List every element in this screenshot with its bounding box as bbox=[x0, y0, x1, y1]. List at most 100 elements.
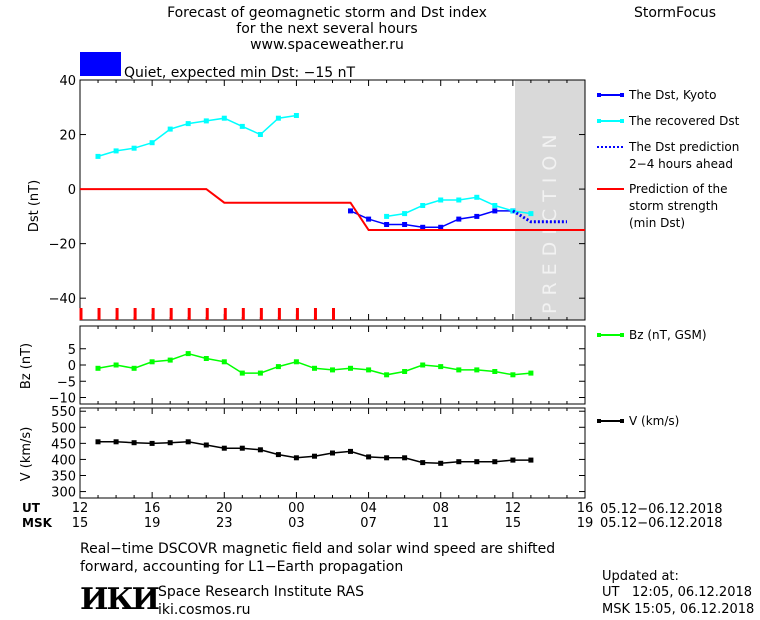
ut-tick-label: 00 bbox=[288, 501, 305, 516]
msk-tick-label: 03 bbox=[288, 516, 305, 531]
data-point bbox=[420, 460, 426, 466]
chart-title-line2: for the next several hours bbox=[236, 21, 417, 37]
data-point bbox=[221, 359, 227, 365]
chart-url: www.spaceweather.ru bbox=[250, 37, 404, 53]
legend-storm-strength: Prediction of the storm strength (min Ds… bbox=[597, 182, 728, 230]
data-point bbox=[330, 367, 335, 373]
ut-axis-label: UT bbox=[22, 501, 41, 515]
data-point bbox=[275, 452, 281, 458]
ut-date-range: 05.12−06.12.2018 bbox=[600, 502, 723, 517]
y-tick-label: 40 bbox=[59, 74, 76, 89]
dst-axis-label: Dst (nT) bbox=[27, 180, 42, 232]
updated-label: Updated at: bbox=[602, 569, 679, 584]
data-point bbox=[474, 194, 480, 200]
data-point bbox=[438, 460, 444, 466]
data-point bbox=[257, 370, 263, 376]
data-point bbox=[528, 211, 534, 217]
data-point bbox=[293, 359, 299, 365]
series-line bbox=[97, 352, 531, 376]
legend-recovered-label: The recovered Dst bbox=[628, 114, 740, 128]
data-point bbox=[348, 365, 353, 371]
series-line bbox=[80, 188, 585, 231]
data-point bbox=[185, 351, 191, 357]
data-point bbox=[113, 362, 119, 368]
data-point bbox=[330, 450, 335, 456]
bz-panel-frame bbox=[79, 325, 586, 405]
y-tick-label: 400 bbox=[51, 453, 76, 468]
legend-bz-label: Bz (nT, GSM) bbox=[629, 328, 707, 342]
dst-panel-frame bbox=[79, 79, 586, 321]
data-point bbox=[113, 439, 119, 445]
data-point bbox=[384, 455, 390, 461]
data-point bbox=[384, 372, 390, 378]
data-point bbox=[492, 369, 498, 374]
data-point bbox=[149, 140, 155, 146]
y-tick-label: 300 bbox=[51, 486, 76, 501]
data-point bbox=[221, 115, 227, 121]
data-point bbox=[456, 367, 462, 373]
data-point bbox=[474, 459, 480, 465]
msk-axis-label: MSK bbox=[22, 516, 53, 530]
institute-site: iki.cosmos.ru bbox=[158, 602, 250, 618]
data-point bbox=[167, 357, 173, 363]
storm-status-color-box bbox=[80, 52, 121, 76]
ut-tick-label: 12 bbox=[72, 501, 89, 516]
y-tick-label: 450 bbox=[51, 437, 76, 452]
legend-strength-line1: Prediction of the bbox=[629, 182, 728, 196]
msk-tick-label: 15 bbox=[72, 516, 89, 531]
data-point bbox=[420, 362, 426, 368]
y-tick-label: 20 bbox=[59, 129, 76, 144]
footnote-line1: Real−time DSCOVR magnetic field and sola… bbox=[80, 541, 555, 557]
data-point bbox=[203, 442, 209, 448]
ut-tick-label: 16 bbox=[577, 501, 594, 516]
data-point bbox=[510, 457, 516, 463]
data-point bbox=[131, 440, 137, 446]
data-point bbox=[257, 447, 263, 453]
data-point bbox=[275, 364, 281, 370]
data-point bbox=[167, 126, 173, 132]
data-point bbox=[492, 203, 498, 208]
data-point bbox=[402, 222, 408, 227]
data-point bbox=[510, 372, 516, 378]
data-point bbox=[438, 364, 444, 370]
legend-strength-line3: (min Dst) bbox=[629, 216, 685, 230]
data-point bbox=[402, 211, 408, 217]
data-point bbox=[456, 216, 462, 222]
series-line bbox=[97, 114, 297, 158]
legend-v-label: V (km/s) bbox=[629, 414, 679, 428]
data-point bbox=[113, 148, 119, 154]
data-point bbox=[384, 213, 390, 219]
ut-tick-label: 16 bbox=[144, 501, 161, 516]
msk-tick-label: 19 bbox=[577, 516, 594, 531]
storm-status-text: Quiet, expected min Dst: −15 nT bbox=[124, 65, 356, 81]
data-point bbox=[293, 455, 299, 461]
data-point bbox=[438, 197, 444, 203]
legend-recovered: The recovered Dst bbox=[597, 114, 740, 128]
data-point bbox=[492, 208, 498, 214]
ut-tick-label: 20 bbox=[216, 501, 233, 516]
data-point bbox=[239, 445, 245, 451]
footnote-line2: forward, accounting for L1−Earth propaga… bbox=[80, 559, 403, 575]
v-axis-label: V (km/s) bbox=[19, 427, 34, 482]
data-point bbox=[131, 365, 137, 371]
msk-tick-label: 19 bbox=[144, 516, 161, 531]
data-point bbox=[239, 370, 245, 376]
legend-dst-kyoto-label: The Dst, Kyoto bbox=[628, 88, 716, 102]
updated-msk: MSK 15:05, 06.12.2018 bbox=[602, 602, 754, 617]
y-tick-label: 0 bbox=[68, 359, 76, 374]
data-point bbox=[185, 121, 191, 127]
data-point bbox=[366, 216, 372, 222]
data-point bbox=[131, 145, 137, 151]
y-tick-label: −10 bbox=[49, 392, 76, 407]
institute-name: Space Research Institute RAS bbox=[158, 584, 364, 600]
data-point bbox=[492, 459, 498, 465]
series-line bbox=[98, 441, 531, 465]
data-point bbox=[149, 440, 155, 446]
data-point bbox=[203, 118, 209, 124]
msk-date-range: 05.12−06.12.2018 bbox=[600, 516, 723, 531]
data-point bbox=[312, 453, 317, 459]
data-point bbox=[348, 208, 353, 214]
data-point bbox=[293, 113, 299, 118]
